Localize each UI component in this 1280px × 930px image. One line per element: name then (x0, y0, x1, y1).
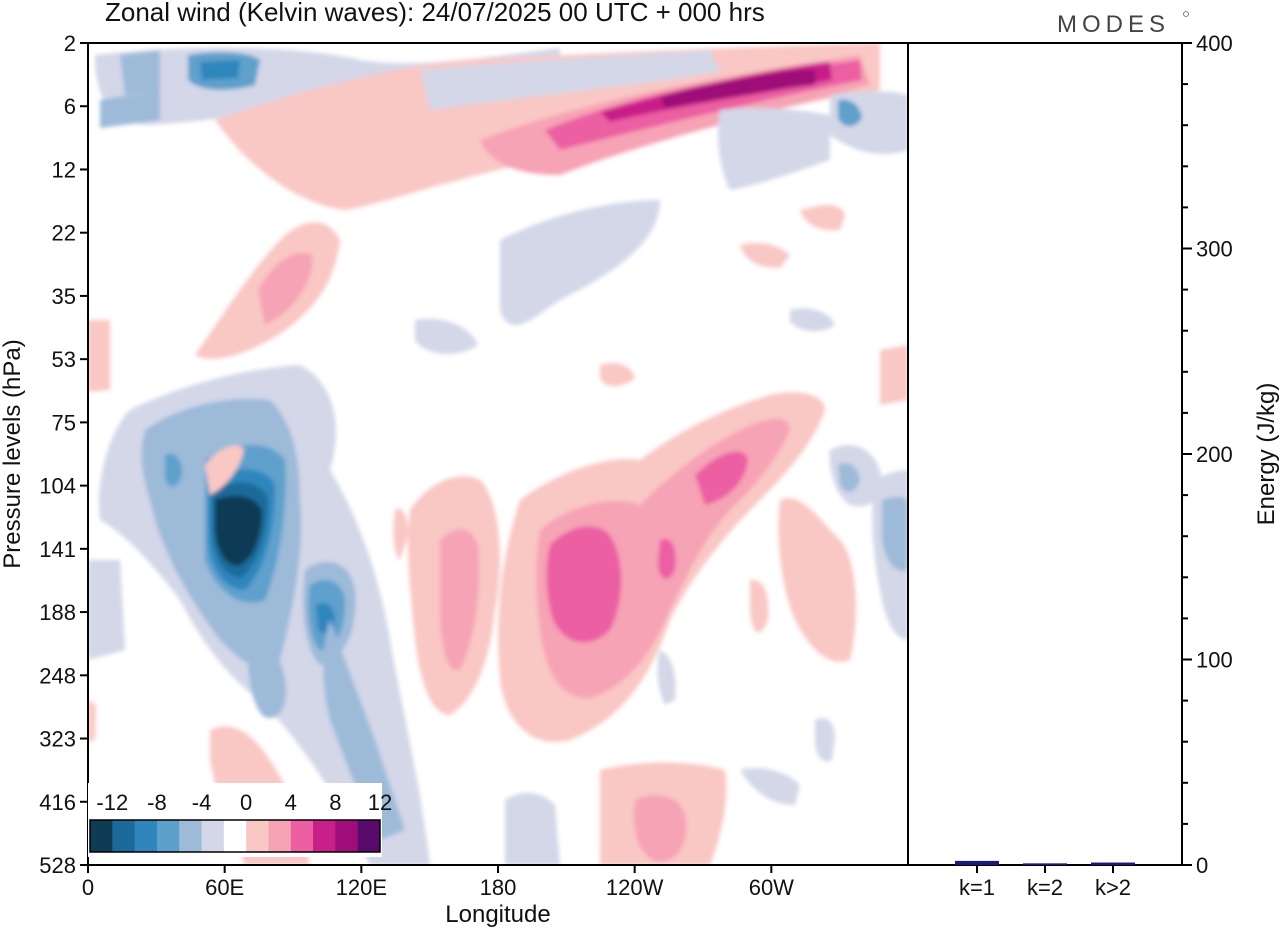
pressure-axis: 2 6 12 22 35 53 75 104 141 188 248 323 416 528 (39, 31, 88, 878)
legend-swatch (201, 820, 225, 852)
legend-swatch (223, 820, 247, 852)
legend-label: -4 (192, 790, 212, 815)
energy-bar (1023, 863, 1067, 865)
bar-category-label: k>2 (1095, 875, 1131, 900)
legend-label: 4 (285, 790, 297, 815)
mid-strat-positive (88, 205, 908, 405)
legend-label: -8 (147, 790, 167, 815)
pressure-tick-label: 141 (39, 537, 76, 562)
legend-label: 12 (368, 790, 392, 815)
pressure-tick-label: 53 (52, 347, 76, 372)
legend-label: 0 (240, 790, 252, 815)
pressure-tick-label: 416 (39, 790, 76, 815)
legend-frame (89, 819, 381, 853)
pressure-tick-label: 323 (39, 727, 76, 752)
legend-swatch (90, 820, 113, 852)
pressure-tick-label: 75 (52, 410, 76, 435)
pressure-tick-label: 188 (39, 600, 76, 625)
tropo-negative-region (88, 365, 908, 865)
pressure-tick-label: 12 (52, 157, 76, 182)
pressure-tick-label: 6 (64, 94, 76, 119)
kelvin-wind-field (88, 43, 908, 865)
pressure-tick-label: 104 (39, 474, 76, 499)
energy-tick-label: 300 (1196, 237, 1233, 262)
energy-bars: k=1 k=2 k>2 (955, 860, 1135, 900)
pressure-tick-label: 22 (52, 221, 76, 246)
legend-swatch (313, 820, 336, 852)
mid-strat-negative (415, 50, 908, 355)
tropo-positive-region (88, 392, 856, 865)
pressure-tick-label: 248 (39, 663, 76, 688)
longitude-tick-label: 120E (336, 875, 387, 900)
longitude-tick-label: 60W (749, 875, 794, 900)
brand-logo: MODES (1057, 11, 1170, 38)
bar-category-label: k=2 (1027, 875, 1063, 900)
y-axis-label: Pressure levels (hPa) (0, 339, 26, 568)
longitude-tick-label: 120W (606, 875, 664, 900)
legend-label: 8 (329, 790, 341, 815)
energy-panel-frame (907, 42, 1183, 866)
legend-label: -12 (96, 790, 128, 815)
longitude-tick-label: 0 (82, 875, 94, 900)
chart-title: Zonal wind (Kelvin waves): 24/07/2025 00… (105, 0, 765, 27)
energy-tick-label: 100 (1196, 648, 1233, 673)
registered-mark (1183, 11, 1189, 17)
legend-swatch (246, 820, 269, 852)
legend-swatch (134, 820, 158, 852)
legend-swatch (268, 820, 292, 852)
legend-swatch (112, 820, 136, 852)
energy-axis-label: Energy (J/kg) (1253, 383, 1280, 526)
energy-bar (1091, 862, 1135, 865)
energy-axis: 0 100 200 300 400 (1182, 31, 1233, 878)
energy-tick-label: 0 (1196, 853, 1208, 878)
legend-swatch (156, 820, 180, 852)
pressure-tick-label: 35 (52, 284, 76, 309)
energy-tick-label: 200 (1196, 442, 1233, 467)
longitude-tick-label: 180 (480, 875, 517, 900)
energy-bar (955, 860, 999, 865)
longitude-axis: 0 60E 120E 180 120W 60W (82, 865, 794, 900)
legend-swatch (357, 820, 381, 852)
pressure-tick-label: 528 (39, 853, 76, 878)
colorbar-legend: -12 -8 -4 0 4 8 12 (88, 783, 392, 857)
legend-swatch (290, 820, 314, 852)
x-axis-label: Longitude (445, 901, 550, 928)
upper-positive-band (215, 43, 880, 210)
pressure-tick-label: 2 (64, 31, 76, 56)
longitude-tick-label: 60E (205, 875, 244, 900)
legend-swatch (335, 820, 359, 852)
bar-category-label: k=1 (959, 875, 995, 900)
energy-tick-label: 400 (1196, 31, 1233, 56)
legend-swatch (179, 820, 203, 852)
